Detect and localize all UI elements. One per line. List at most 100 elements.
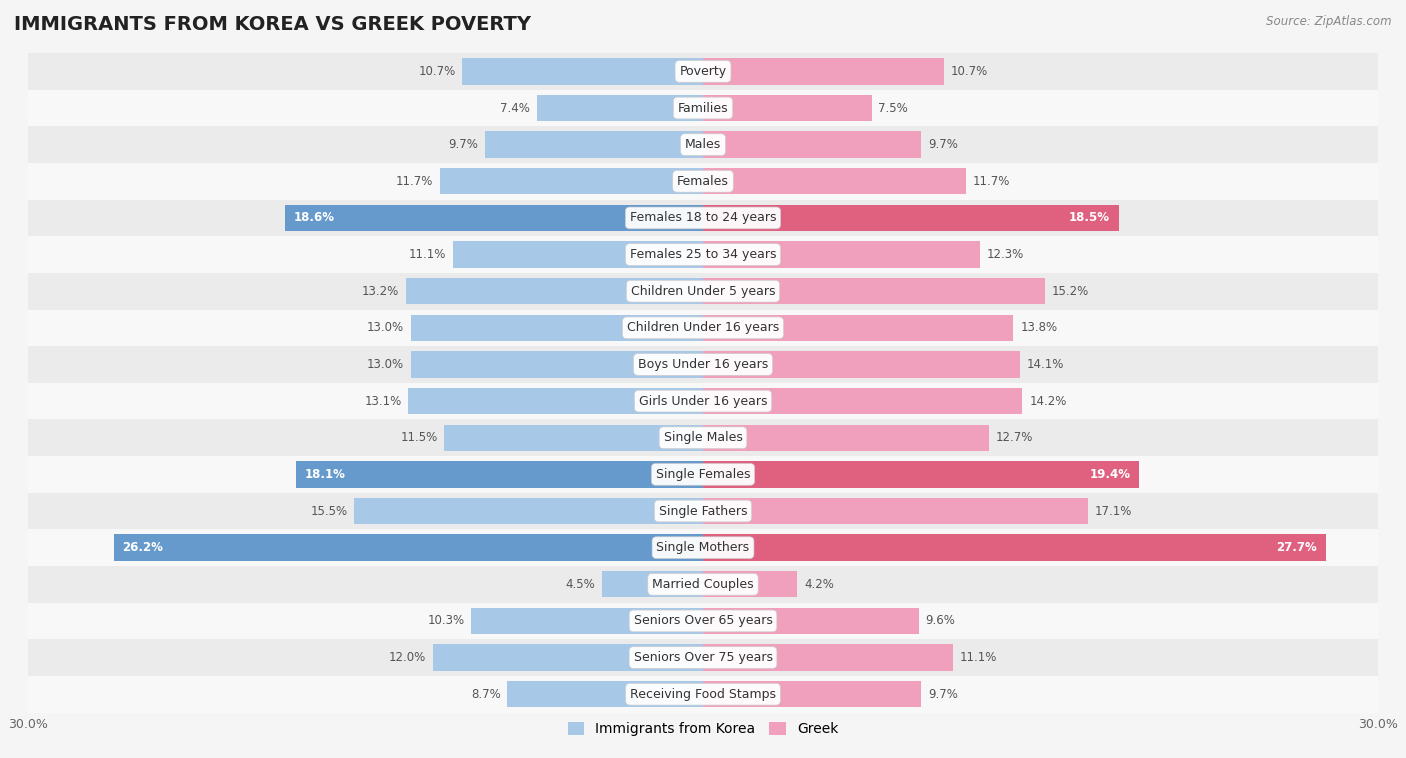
Bar [703,498,1088,525]
Text: 13.1%: 13.1% [364,395,402,408]
Text: 12.3%: 12.3% [987,248,1024,261]
Bar [28,236,1378,273]
Bar [703,424,988,451]
Text: Single Fathers: Single Fathers [659,505,747,518]
Text: Receiving Food Stamps: Receiving Food Stamps [630,688,776,700]
Text: 11.1%: 11.1% [409,248,447,261]
Text: Single Females: Single Females [655,468,751,481]
Bar [295,461,703,487]
Text: 9.7%: 9.7% [928,138,957,151]
Text: 17.1%: 17.1% [1094,505,1132,518]
Text: Seniors Over 65 years: Seniors Over 65 years [634,615,772,628]
Text: 13.2%: 13.2% [363,285,399,298]
Bar [703,168,966,195]
Text: 11.5%: 11.5% [401,431,437,444]
Bar [703,351,1021,377]
Text: Single Mothers: Single Mothers [657,541,749,554]
Text: 13.8%: 13.8% [1021,321,1057,334]
Bar [537,95,703,121]
Text: Girls Under 16 years: Girls Under 16 years [638,395,768,408]
Text: 13.0%: 13.0% [367,321,404,334]
Legend: Immigrants from Korea, Greek: Immigrants from Korea, Greek [562,717,844,742]
Text: 15.2%: 15.2% [1052,285,1088,298]
Text: 14.2%: 14.2% [1029,395,1067,408]
Bar [703,388,1022,415]
Text: 11.7%: 11.7% [973,175,1011,188]
Bar [444,424,703,451]
Bar [28,566,1378,603]
Text: 10.7%: 10.7% [950,65,987,78]
Bar [28,383,1378,419]
Bar [703,315,1014,341]
Text: Married Couples: Married Couples [652,578,754,590]
Bar [284,205,703,231]
Bar [703,241,980,268]
Text: Poverty: Poverty [679,65,727,78]
Bar [703,571,797,597]
Bar [703,58,943,85]
Bar [354,498,703,525]
Bar [28,346,1378,383]
Bar [703,681,921,707]
Text: IMMIGRANTS FROM KOREA VS GREEK POVERTY: IMMIGRANTS FROM KOREA VS GREEK POVERTY [14,15,531,34]
Bar [406,278,703,305]
Text: Children Under 16 years: Children Under 16 years [627,321,779,334]
Bar [28,273,1378,309]
Text: 12.0%: 12.0% [389,651,426,664]
Text: 4.2%: 4.2% [804,578,834,590]
Text: 11.1%: 11.1% [959,651,997,664]
Text: Females: Females [678,175,728,188]
Text: 26.2%: 26.2% [122,541,163,554]
Bar [28,419,1378,456]
Text: 10.3%: 10.3% [427,615,464,628]
Text: 18.6%: 18.6% [294,211,335,224]
Text: Single Males: Single Males [664,431,742,444]
Text: Source: ZipAtlas.com: Source: ZipAtlas.com [1267,15,1392,28]
Text: 4.5%: 4.5% [565,578,595,590]
Text: 14.1%: 14.1% [1026,358,1064,371]
Text: 9.7%: 9.7% [928,688,957,700]
Bar [703,534,1326,561]
Text: 9.7%: 9.7% [449,138,478,151]
Bar [453,241,703,268]
Bar [602,571,703,597]
Bar [485,131,703,158]
Text: 8.7%: 8.7% [471,688,501,700]
Text: 11.7%: 11.7% [395,175,433,188]
Bar [471,608,703,634]
Bar [440,168,703,195]
Bar [411,315,703,341]
Text: 27.7%: 27.7% [1277,541,1317,554]
Text: 18.1%: 18.1% [305,468,346,481]
Text: 10.7%: 10.7% [419,65,456,78]
Text: 9.6%: 9.6% [925,615,956,628]
Bar [28,676,1378,713]
Bar [703,131,921,158]
Text: Males: Males [685,138,721,151]
Bar [28,493,1378,529]
Text: 15.5%: 15.5% [311,505,347,518]
Text: 13.0%: 13.0% [367,358,404,371]
Bar [508,681,703,707]
Bar [28,529,1378,566]
Bar [463,58,703,85]
Text: Boys Under 16 years: Boys Under 16 years [638,358,768,371]
Text: 12.7%: 12.7% [995,431,1033,444]
Bar [28,89,1378,127]
Text: Children Under 5 years: Children Under 5 years [631,285,775,298]
Bar [28,639,1378,676]
Bar [28,127,1378,163]
Bar [28,53,1378,89]
Text: Females 25 to 34 years: Females 25 to 34 years [630,248,776,261]
Bar [703,608,920,634]
Bar [411,351,703,377]
Text: Seniors Over 75 years: Seniors Over 75 years [634,651,772,664]
Bar [28,199,1378,236]
Bar [114,534,703,561]
Text: Females 18 to 24 years: Females 18 to 24 years [630,211,776,224]
Bar [28,603,1378,639]
Bar [28,309,1378,346]
Bar [28,456,1378,493]
Text: 19.4%: 19.4% [1090,468,1130,481]
Bar [703,278,1045,305]
